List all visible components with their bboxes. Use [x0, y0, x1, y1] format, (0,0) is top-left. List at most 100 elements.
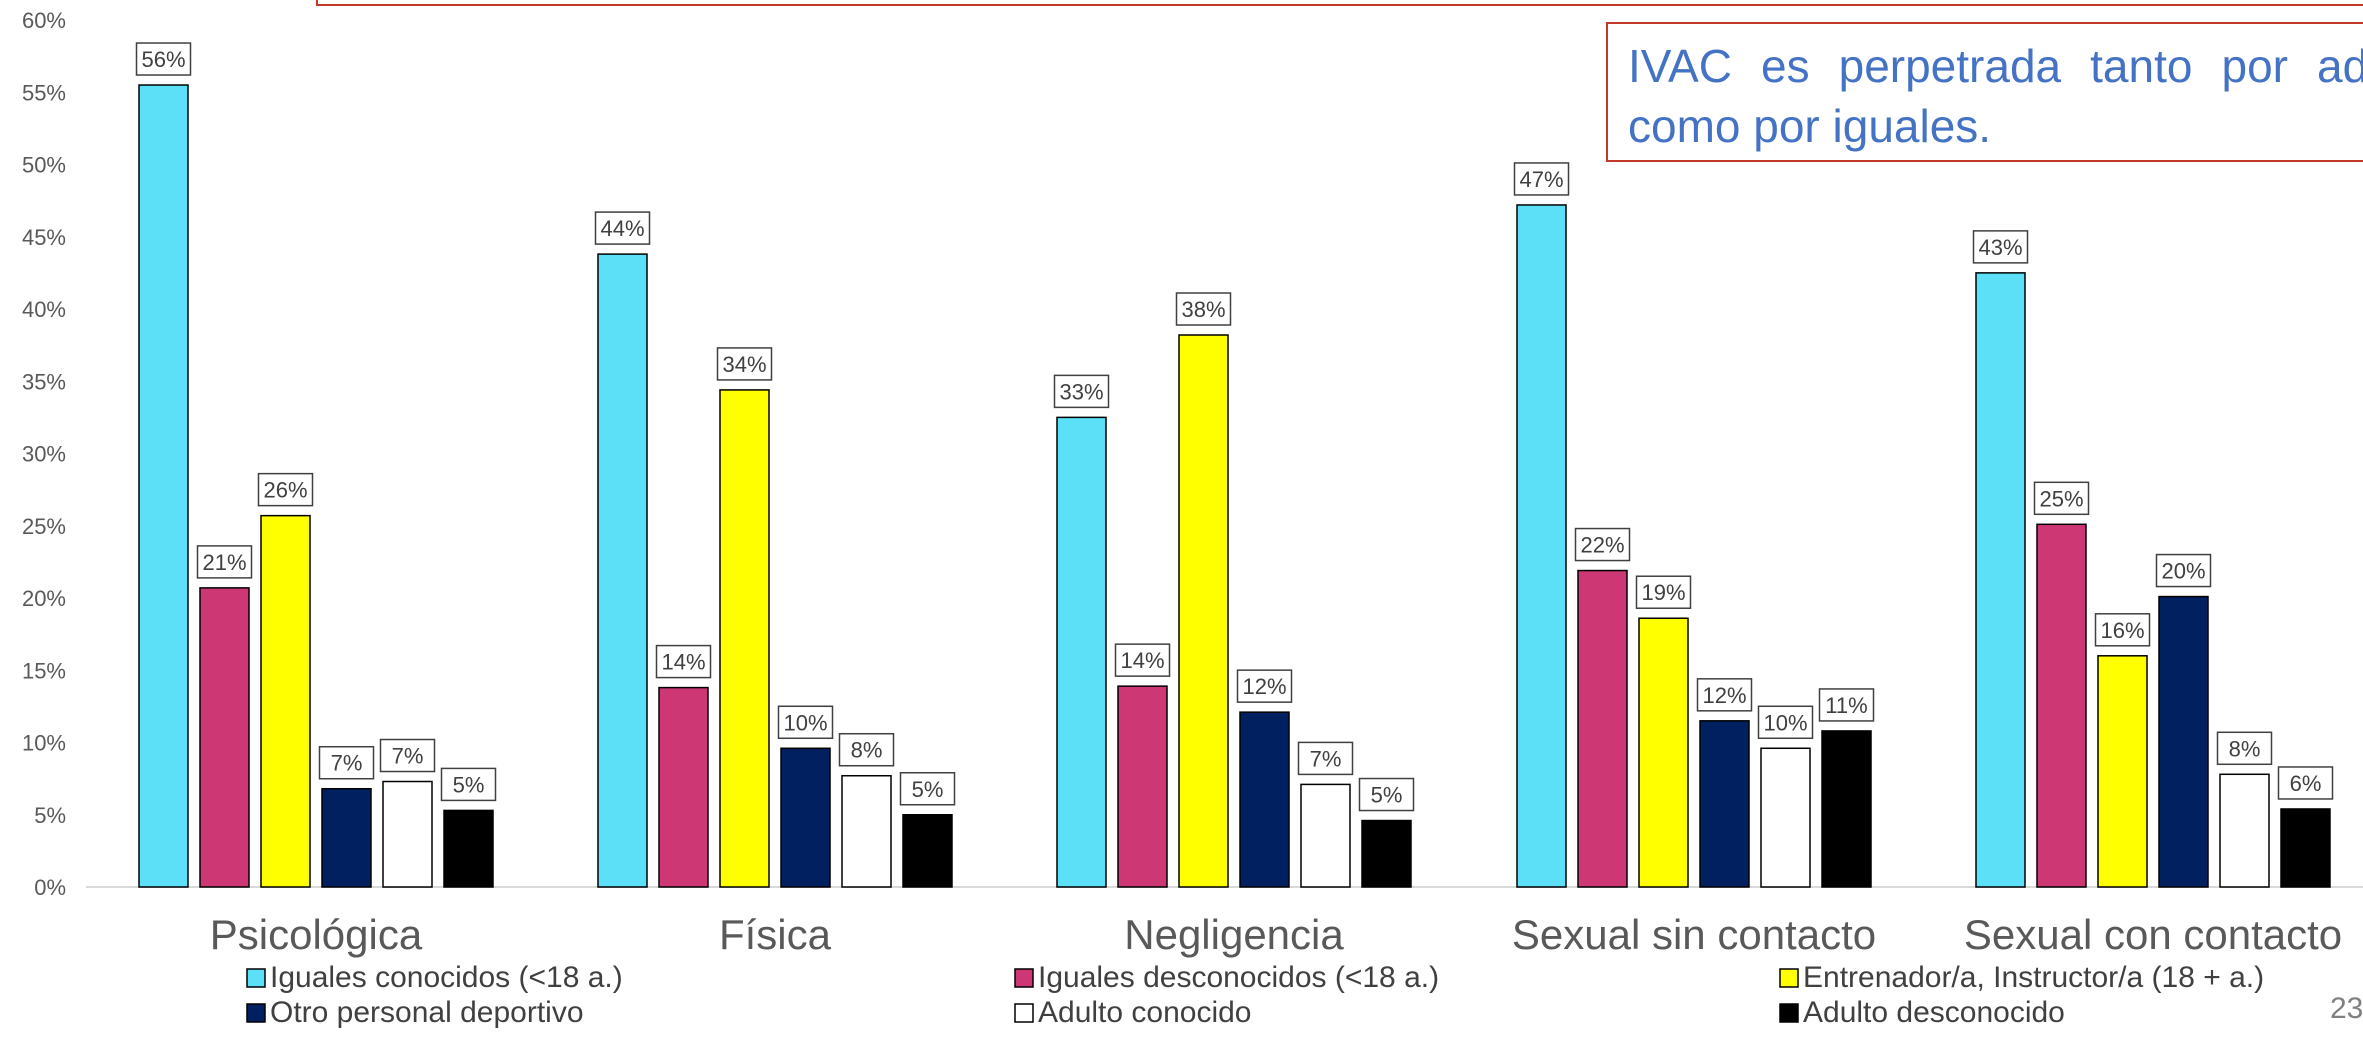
- bar: [1638, 617, 1689, 888]
- y-tick-label: 60%: [22, 8, 66, 33]
- page-number: 23: [2330, 992, 2363, 1025]
- data-label: 56%: [141, 47, 185, 72]
- data-labels: 56% 21% 26% 7% 7% 5% 44% 14% 34% 10% 8% 5% 33% 14% 38%…: [135, 42, 2334, 812]
- bar: [841, 774, 892, 888]
- y-tick-label: 40%: [22, 297, 66, 322]
- data-label: 10%: [783, 710, 827, 735]
- y-tick-label: 45%: [22, 225, 66, 250]
- data-label-box: [1574, 527, 1631, 562]
- legend-swatch: [246, 1003, 266, 1023]
- data-label-box: [1635, 575, 1692, 609]
- bar: [382, 780, 433, 888]
- bar: [780, 747, 831, 888]
- data-label-box: [2033, 481, 2090, 516]
- data-label: 7%: [331, 751, 363, 776]
- bar: [1239, 711, 1290, 888]
- bar: [2158, 595, 2209, 888]
- data-label-box: [655, 644, 712, 679]
- bar: [2219, 773, 2270, 888]
- data-label-box: [135, 42, 192, 76]
- bar: [1760, 747, 1811, 888]
- data-label-box: [777, 705, 834, 740]
- y-tick-label: 35%: [22, 369, 66, 394]
- bar: [199, 587, 250, 888]
- legend: Iguales conocidos (<18 a.) Iguales descon…: [246, 961, 2264, 1029]
- y-tick-label: 20%: [22, 586, 66, 611]
- data-label-box: [1236, 669, 1293, 703]
- data-label: 26%: [263, 478, 307, 503]
- legend-label: Otro personal deportivo: [270, 996, 584, 1029]
- data-label: 22%: [1580, 533, 1624, 558]
- y-tick-label: 50%: [22, 153, 66, 178]
- legend-swatch: [1779, 1003, 1799, 1023]
- bar: [1300, 783, 1351, 888]
- data-label: 10%: [1763, 710, 1807, 735]
- legend-swatch: [1014, 968, 1034, 988]
- data-label: 34%: [722, 352, 766, 377]
- bar: [1117, 685, 1168, 888]
- data-label: 14%: [661, 650, 705, 675]
- y-axis: 0% 5% 10% 15% 20% 25% 30% 35% 40% 45% 50% 55% 60%: [22, 8, 66, 900]
- data-label: 8%: [2229, 736, 2261, 761]
- category-labels: Psicológica Física Negligencia Sexual sin c…: [210, 911, 2342, 958]
- bar: [443, 809, 494, 888]
- data-label-box: [196, 545, 253, 579]
- y-tick-label: 55%: [22, 80, 66, 105]
- data-label-box: [257, 472, 314, 507]
- data-label-box: [2155, 553, 2212, 588]
- callout-text: IVAC es perpetrada tanto por adul como p…: [1628, 40, 2363, 152]
- data-label: 20%: [2161, 559, 2205, 584]
- bar: [138, 84, 189, 888]
- y-tick-label: 0%: [34, 875, 66, 900]
- bar: [1056, 416, 1107, 888]
- data-label: 5%: [1371, 783, 1403, 808]
- bar: [2036, 523, 2087, 888]
- bar: [1699, 720, 1750, 888]
- data-label: 25%: [2039, 486, 2083, 511]
- data-label-box: [899, 772, 956, 806]
- bars: [138, 84, 2331, 888]
- legend-label: Adulto desconocido: [1803, 996, 2065, 1029]
- category-label: Negligencia: [1124, 911, 1344, 958]
- data-label-box: [1757, 705, 1814, 740]
- data-label: 21%: [202, 550, 246, 575]
- callout-box: IVAC es perpetrada tanto por adul como p…: [1606, 22, 2363, 162]
- legend-swatch: [246, 968, 266, 988]
- data-label-box: [1513, 162, 1570, 196]
- data-label: 8%: [851, 738, 883, 763]
- data-label-box: [1696, 678, 1753, 712]
- bar: [1361, 819, 1412, 888]
- data-label: 5%: [912, 777, 944, 802]
- bar: [658, 686, 709, 888]
- bar: [902, 814, 953, 888]
- y-tick-label: 15%: [22, 658, 66, 683]
- data-label-box: [1114, 643, 1171, 677]
- bar: [1178, 334, 1229, 888]
- bar: [1516, 204, 1567, 888]
- legend-swatch: [1014, 1003, 1034, 1023]
- category-label: Sexual sin contacto: [1512, 911, 1876, 958]
- data-label-box: [1972, 230, 2029, 264]
- y-tick-label: 5%: [34, 803, 66, 828]
- data-label: 12%: [1242, 674, 1286, 699]
- data-label: 33%: [1059, 379, 1103, 404]
- data-label-box: [2216, 731, 2273, 766]
- data-label-box: [1297, 741, 1354, 776]
- data-label-box: [318, 745, 375, 780]
- category-label: Psicológica: [210, 911, 423, 958]
- data-label: 16%: [2100, 618, 2144, 643]
- bar: [321, 787, 372, 888]
- data-label: 14%: [1120, 648, 1164, 673]
- bar: [719, 389, 770, 888]
- category-label: Sexual con contacto: [1964, 911, 2342, 958]
- top-text-box: [316, 0, 2363, 6]
- data-label-box: [1053, 374, 1110, 409]
- data-label-box: [838, 732, 895, 767]
- data-label-box: [1818, 688, 1875, 722]
- data-label-box: [594, 211, 651, 245]
- legend-label: Iguales conocidos (<18 a.): [270, 961, 623, 994]
- bar: [1975, 272, 2026, 888]
- bar: [260, 514, 311, 888]
- bar: [2280, 808, 2331, 888]
- data-label: 38%: [1181, 297, 1225, 322]
